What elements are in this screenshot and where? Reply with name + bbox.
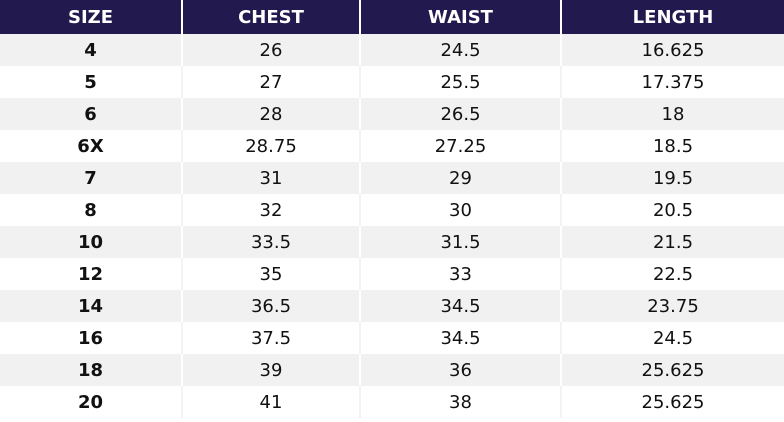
measure-cell: 24.5 [560, 322, 784, 354]
measure-cell: 26.5 [359, 98, 560, 130]
table-row: 20 41 38 25.625 [0, 386, 784, 418]
measure-cell: 37.5 [181, 322, 359, 354]
measure-cell: 27 [181, 66, 359, 98]
measure-cell: 34.5 [359, 322, 560, 354]
measure-cell: 24.5 [359, 34, 560, 66]
measure-cell: 21.5 [560, 226, 784, 258]
size-cell: 16 [77, 327, 104, 349]
measure-cell: 35 [181, 258, 359, 290]
size-cell: 6X [77, 135, 104, 157]
table-row: 10 33.5 31.5 21.5 [0, 226, 784, 258]
header-cell: CHEST [181, 0, 359, 34]
size-cell: 12 [77, 263, 104, 285]
measure-cell: 25.625 [560, 386, 784, 418]
measure-cell: 17.375 [560, 66, 784, 98]
table-row: 12 35 33 22.5 [0, 258, 784, 290]
table-row: 14 36.5 34.5 23.75 [0, 290, 784, 322]
measure-cell: 41 [181, 386, 359, 418]
measure-cell: 33.5 [181, 226, 359, 258]
size-cell: 5 [84, 71, 97, 93]
measure-cell: 25.5 [359, 66, 560, 98]
measure-cell: 18 [560, 98, 784, 130]
table-row: 5 27 25.5 17.375 [0, 66, 784, 98]
measure-cell: 33 [359, 258, 560, 290]
measure-cell: 29 [359, 162, 560, 194]
measure-cell: 38 [359, 386, 560, 418]
measure-cell: 28.75 [181, 130, 359, 162]
measure-cell: 36 [359, 354, 560, 386]
size-cell: 4 [84, 39, 97, 61]
table-row: 4 26 24.5 16.625 [0, 34, 784, 66]
table-row: 16 37.5 34.5 24.5 [0, 322, 784, 354]
table-row: 8 32 30 20.5 [0, 194, 784, 226]
measure-cell: 32 [181, 194, 359, 226]
size-cell: 20 [77, 391, 104, 413]
table-row: 18 39 36 25.625 [0, 354, 784, 386]
measure-cell: 19.5 [560, 162, 784, 194]
measure-cell: 28 [181, 98, 359, 130]
measure-cell: 36.5 [181, 290, 359, 322]
measure-cell: 18.5 [560, 130, 784, 162]
measure-cell: 20.5 [560, 194, 784, 226]
header-row: SIZE CHEST WAIST LENGTH [0, 0, 784, 34]
size-cell: 6 [84, 103, 97, 125]
table-row: 7 31 29 19.5 [0, 162, 784, 194]
measure-cell: 22.5 [560, 258, 784, 290]
measure-cell: 31 [181, 162, 359, 194]
size-cell: 10 [77, 231, 104, 253]
header-cell: LENGTH [560, 0, 784, 34]
measure-cell: 23.75 [560, 290, 784, 322]
measure-cell: 34.5 [359, 290, 560, 322]
size-cell: 7 [84, 167, 97, 189]
measure-cell: 27.25 [359, 130, 560, 162]
measure-cell: 39 [181, 354, 359, 386]
table-row: 6X 28.75 27.25 18.5 [0, 130, 784, 162]
measure-cell: 26 [181, 34, 359, 66]
size-cell: 14 [77, 295, 104, 317]
table-row: 6 28 26.5 18 [0, 98, 784, 130]
measure-cell: 16.625 [560, 34, 784, 66]
header-cell: SIZE [67, 6, 113, 28]
header-cell: WAIST [359, 0, 560, 34]
measure-cell: 30 [359, 194, 560, 226]
measure-cell: 25.625 [560, 354, 784, 386]
size-cell: 18 [77, 359, 104, 381]
measure-cell: 31.5 [359, 226, 560, 258]
size-cell: 8 [84, 199, 97, 221]
